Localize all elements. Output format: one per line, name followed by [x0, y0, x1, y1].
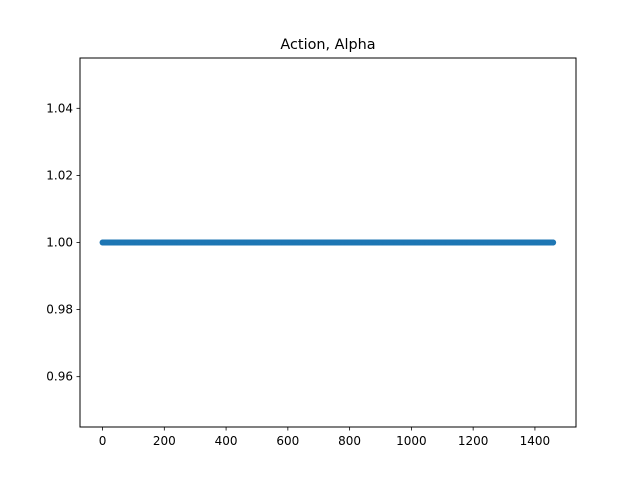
x-tick-label: 1200: [458, 434, 489, 448]
y-tick-label: 0.96: [46, 370, 73, 384]
plot-frame: [79, 57, 577, 428]
data-point: [550, 239, 557, 246]
y-axis: 0.96 0.98 1.00 1.02 1.04: [46, 101, 80, 384]
x-tick-label: 600: [276, 434, 299, 448]
x-tick-label: 400: [215, 434, 238, 448]
x-tick-label: 200: [153, 434, 176, 448]
x-tick-label: 800: [338, 434, 361, 448]
y-tick-label: 1.02: [46, 168, 73, 182]
y-tick-label: 0.98: [46, 303, 73, 317]
data-series: [99, 239, 557, 246]
x-tick-label: 1400: [520, 434, 551, 448]
y-tick-label: 1.04: [46, 101, 73, 115]
x-tick-label: 1000: [396, 434, 427, 448]
chart-title: Action, Alpha: [280, 37, 375, 53]
y-tick-label: 1.00: [46, 236, 73, 250]
x-tick-label: 0: [99, 434, 107, 448]
x-axis: 0 200 400 600 800 1000 1200 1400: [99, 427, 550, 448]
